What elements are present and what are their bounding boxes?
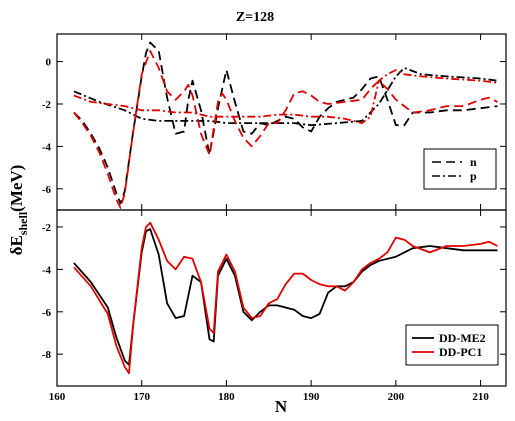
x-tick-label: 210 <box>472 391 489 403</box>
y-axis-label: δEshell(MeV) <box>7 165 30 256</box>
y-axis-label-unit: (MeV) <box>7 165 26 212</box>
chart-title: Z=128 <box>236 10 274 25</box>
top-legend-label: p <box>470 169 477 183</box>
x-tick-label: 190 <box>303 391 320 403</box>
top-y-tick-label: -4 <box>42 141 52 153</box>
bottom-legend-box <box>405 324 499 366</box>
top-y-tick-label: -2 <box>42 99 52 111</box>
x-tick-label: 170 <box>133 391 150 403</box>
x-tick-label: 160 <box>49 391 66 403</box>
top-y-tick-label: 0 <box>46 57 52 69</box>
top-panel: 0 -2 -4 -6 np <box>42 33 507 211</box>
bottom-panel-frame <box>56 209 507 387</box>
y-axis-label-symbol: δE <box>7 235 26 255</box>
x-tick-label: 180 <box>218 391 235 403</box>
top-legend-box <box>423 148 497 190</box>
top-legend-label: n <box>470 155 477 169</box>
y-axis-label-subscript: shell <box>16 211 30 235</box>
bottom-y-tick-label: -2 <box>42 222 52 234</box>
bottom-legend-label: DD-ME2 <box>439 331 486 345</box>
bottom-y-tick-label: -8 <box>42 349 52 361</box>
top-series-line-3 <box>73 69 498 124</box>
bottom-series-line-1 <box>73 221 498 375</box>
bottom-legend-label: DD-PC1 <box>439 345 482 359</box>
top-series-line-1 <box>73 67 498 127</box>
top-y-tick-label: -6 <box>42 184 52 196</box>
top-series-line-2 <box>73 50 498 209</box>
x-tick-label: 200 <box>388 391 405 403</box>
bottom-y-tick-label: -6 <box>42 307 52 319</box>
x-axis-label: N <box>275 397 288 416</box>
bottom-y-tick-label: -4 <box>42 264 52 276</box>
